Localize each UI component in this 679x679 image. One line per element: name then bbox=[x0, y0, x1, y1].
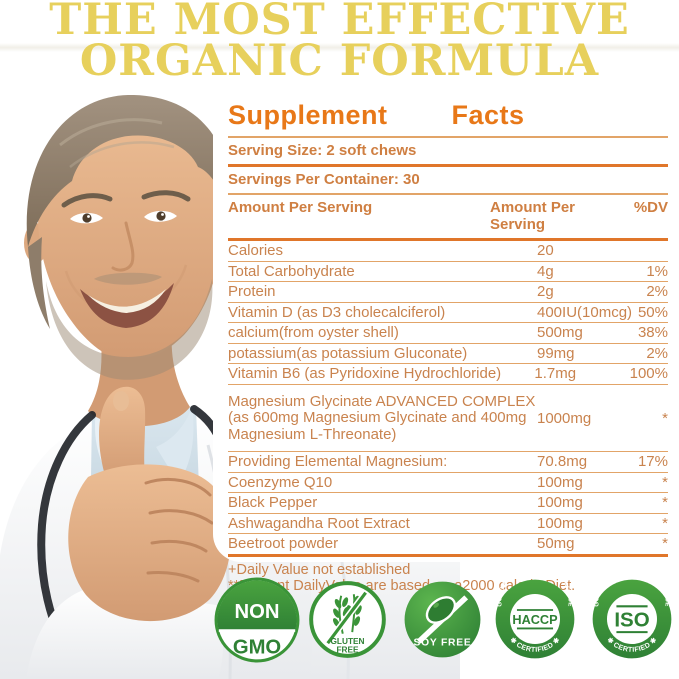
row-amount: 1.7mg bbox=[534, 365, 577, 383]
background-seam bbox=[0, 43, 679, 52]
row-amount: 400IU(10mcg) bbox=[537, 303, 633, 321]
row-name: Magnesium Glycinate ADVANCED COMPLEX (as… bbox=[228, 392, 536, 443]
row-amount: 100mg bbox=[537, 494, 583, 512]
divider bbox=[228, 136, 668, 138]
row-name: Vitamin B6 (as Pyridoxine Hydrochloride) bbox=[228, 365, 502, 383]
facts-row: Vitamin D (as D3 cholecalciferol) 400IU(… bbox=[228, 303, 668, 323]
row-name: Ashwagandha Root Extract bbox=[228, 514, 410, 532]
row-dv: * bbox=[662, 409, 668, 427]
row-name: Vitamin D (as D3 cholecalciferol) bbox=[228, 303, 446, 321]
row-dv: * bbox=[662, 535, 668, 553]
divider bbox=[228, 164, 668, 167]
face bbox=[24, 94, 236, 380]
row-amount: 100mg bbox=[537, 514, 583, 532]
row-amount: 50mg bbox=[537, 535, 575, 553]
non-gmo-top-label: NON bbox=[235, 601, 280, 623]
row-name: Black Pepper bbox=[228, 494, 318, 512]
row-dv: 1% bbox=[646, 262, 668, 280]
col-header-dv: %DV bbox=[633, 199, 668, 216]
row-amount: 70.8mg bbox=[537, 453, 588, 471]
column-headers: Amount Per Serving Amount Per Serving %D… bbox=[228, 195, 668, 238]
row-dv: 50% bbox=[637, 303, 668, 321]
row-name: Total Carbohydrate bbox=[228, 262, 355, 280]
row-dv: 38% bbox=[637, 324, 668, 342]
soybean-icon bbox=[416, 595, 469, 644]
row-dv: * bbox=[662, 473, 668, 491]
facts-row-complex: Magnesium Glycinate ADVANCED COMPLEX (as… bbox=[228, 385, 668, 452]
facts-row: Vitamin B6 (as Pyridoxine Hydrochloride)… bbox=[228, 364, 668, 385]
row-dv: 100% bbox=[629, 365, 668, 383]
gluten-free-badge: GLUTEN FREE bbox=[309, 581, 386, 658]
row-name: Calories bbox=[228, 242, 284, 260]
row-amount: 1000mg bbox=[537, 409, 592, 427]
facts-rows-1: Calories 20 Total Carbohydrate 4g 1% Pro… bbox=[228, 241, 668, 385]
facts-row: Coenzyme Q10 100mg * bbox=[228, 473, 668, 493]
row-dv: 2% bbox=[646, 283, 668, 301]
row-amount: 4g bbox=[537, 262, 554, 280]
row-name: calcium(from oyster shell) bbox=[228, 324, 399, 342]
footnote-percent: **Percent DailyValue are based on a2000 … bbox=[228, 577, 576, 594]
facts-row: Black Pepper 100mg * bbox=[228, 493, 668, 514]
facts-row: calcium(from oyster shell) 500mg 38% bbox=[228, 323, 668, 344]
row-name: potassium(as potassium Gluconate) bbox=[228, 344, 468, 362]
row-dv: 2% bbox=[646, 344, 668, 362]
smile bbox=[80, 283, 174, 328]
serving-size: Serving Size: 2 soft chews bbox=[228, 142, 417, 159]
row-amount: 500mg bbox=[537, 324, 583, 342]
facts-row: Providing Elemental Magnesium: 70.8mg 17… bbox=[228, 452, 668, 473]
soy-free-label: SOY FREE bbox=[413, 638, 471, 649]
gluten-free-label-1: GLUTEN bbox=[330, 636, 364, 646]
facts-rows-2: Providing Elemental Magnesium: 70.8mg 17… bbox=[228, 452, 668, 557]
row-name: Providing Elemental Magnesium: bbox=[228, 453, 448, 471]
footnotes: +Daily Value not established **Percent D… bbox=[228, 557, 668, 594]
divider bbox=[228, 193, 668, 195]
row-amount: 20 bbox=[537, 242, 554, 260]
headline: THE MOST EFFECTIVE ORGANIC FORMULA bbox=[0, 0, 679, 86]
wheat-icon bbox=[325, 590, 369, 646]
beard-stubble bbox=[46, 279, 213, 380]
row-name: Coenzyme Q10 bbox=[228, 473, 333, 491]
supplement-facts-panel: Supplement Facts Serving Size: 2 soft ch… bbox=[213, 90, 679, 594]
headline-line1: THE MOST EFFECTIVE bbox=[49, 0, 630, 45]
haccp-center-label: HACCP bbox=[512, 612, 558, 627]
facts-row: Protein 2g 2% bbox=[228, 282, 668, 303]
row-amount: 99mg bbox=[537, 344, 575, 362]
headline-line2: ORGANIC FORMULA bbox=[79, 36, 600, 86]
thumbs-up-hand bbox=[26, 386, 231, 679]
soy-free-badge: SOY FREE bbox=[404, 581, 481, 658]
row-dv: * bbox=[662, 494, 668, 512]
facts-row: potassium(as potassium Gluconate) 99mg 2… bbox=[228, 344, 668, 364]
non-gmo-badge: NON GMO bbox=[214, 577, 300, 663]
row-name: Protein bbox=[228, 283, 276, 301]
non-gmo-bottom-label: GMO bbox=[233, 636, 281, 658]
servings-per-container: Servings Per Container: 30 bbox=[228, 171, 420, 188]
divider bbox=[228, 238, 668, 241]
panel-title-word1: Supplement bbox=[228, 100, 388, 130]
panel-title-word2: Facts bbox=[451, 100, 525, 130]
iso-center-label: ISO bbox=[614, 608, 649, 631]
row-dv: 17% bbox=[637, 453, 668, 471]
gluten-free-label-2: FREE bbox=[336, 645, 359, 655]
col-header-amount: Amount Per Serving bbox=[490, 199, 576, 233]
row-dv: * bbox=[662, 514, 668, 532]
row-amount: 100mg bbox=[537, 473, 583, 491]
footnote-daily-value: +Daily Value not established bbox=[228, 561, 411, 578]
row-amount: 2g bbox=[537, 283, 554, 301]
haccp-badge: GOOD MANUFACTURING PRACTICE ✱ CERTIFIED … bbox=[495, 578, 575, 659]
col-header-left: Amount Per Serving bbox=[228, 199, 373, 216]
facts-row: Ashwagandha Root Extract 100mg * bbox=[228, 514, 668, 534]
iso-badge: GOOD MANUFACTURING PRACTICE ✱ CERTIFIED … bbox=[592, 578, 672, 659]
facts-row: Calories 20 bbox=[228, 241, 668, 262]
facts-row: Total Carbohydrate 4g 1% bbox=[228, 262, 668, 282]
panel-title: Supplement Facts bbox=[228, 100, 668, 136]
row-name: Beetroot powder bbox=[228, 535, 339, 553]
facts-row: Beetroot powder 50mg * bbox=[228, 534, 668, 557]
